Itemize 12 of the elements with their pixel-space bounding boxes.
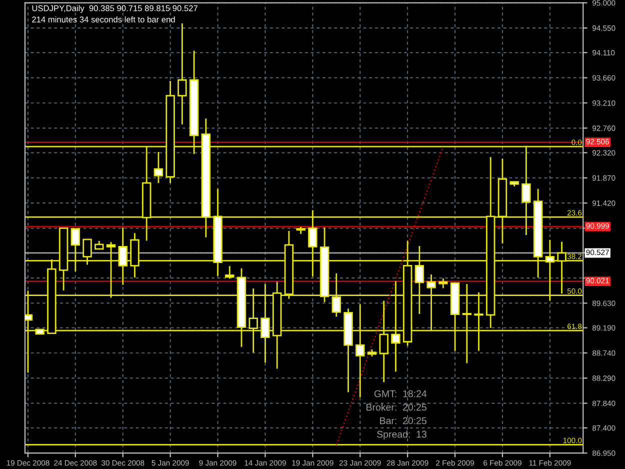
annotation: GMT: 18:24 — [374, 390, 427, 398]
candlestick — [225, 266, 234, 279]
candlestick — [438, 278, 448, 288]
candlestick — [510, 181, 519, 186]
candlestick — [94, 240, 104, 250]
annotation: Bar: 20:25 — [380, 417, 426, 424]
candlestick — [296, 226, 306, 234]
candlestick — [178, 23, 187, 124]
annotation: Broker: 20:25 — [366, 404, 426, 411]
chart-title: USDJPY,Daily 90.385 90.715 89.815 90.527 — [32, 5, 198, 13]
text: 214 minutes 34 seconds left to bar end — [32, 16, 175, 22]
annotation: Spread: 13 — [377, 430, 426, 440]
